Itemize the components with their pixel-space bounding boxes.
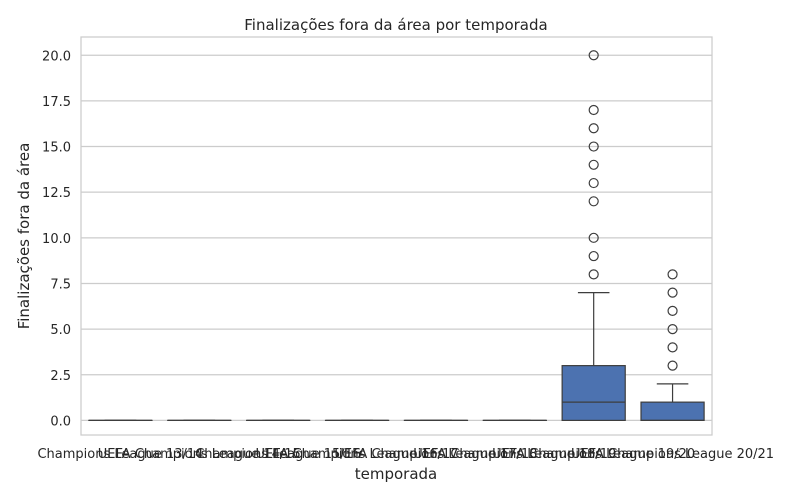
outlier-point: [588, 177, 599, 189]
y-tick-label: 10.0: [42, 232, 71, 247]
outlier-point: [588, 141, 599, 152]
chart-title: Finalizações fora da área por temporada: [244, 16, 547, 34]
box-group: [640, 269, 705, 421]
outlier-point: [588, 50, 599, 61]
x-tick-label: UEFA Champions League 20/21: [571, 447, 774, 462]
outlier-point: [667, 287, 678, 298]
x-tick-label: UEFA Champions League 16/17: [256, 447, 459, 462]
outlier-point: [667, 269, 678, 280]
iqr-box: [640, 401, 705, 421]
x-tick-label: UEFA Champions League 17/18: [334, 447, 537, 462]
outlier-point: [588, 104, 599, 116]
outlier-point: [588, 196, 599, 207]
y-tick-label: 5.0: [50, 323, 71, 338]
x-axis-label: temporada: [355, 465, 438, 483]
outlier-point: [588, 232, 599, 243]
iqr-box: [561, 365, 626, 421]
x-tick-label: UEFA Champions League 14/15: [98, 447, 301, 462]
y-tick-label: 15.0: [42, 141, 71, 156]
x-tick-label: UEFA Champions League 18/19: [413, 447, 616, 462]
y-tick-label: 2.5: [50, 369, 71, 384]
x-tick-label: Champions League 13/14: [37, 447, 203, 462]
x-tick-label: UEFA Champions League 19/20: [492, 447, 695, 462]
x-tick-label: Champions League 15/16: [195, 447, 361, 462]
y-tick-label: 7.5: [50, 277, 71, 292]
y-axis-label: Finalizações fora da área: [15, 143, 33, 330]
outlier-point: [588, 123, 599, 134]
box-group: [561, 50, 626, 421]
outlier-point: [667, 360, 678, 371]
y-tick-label: 17.5: [42, 95, 71, 110]
outlier-point: [667, 342, 678, 353]
boxes: [88, 50, 705, 422]
outlier-point: [588, 159, 599, 170]
outlier-point: [588, 269, 599, 280]
y-tick-label: 12.5: [42, 186, 71, 201]
y-tick-label: 20.0: [42, 49, 71, 64]
outlier-point: [588, 250, 599, 262]
outlier-point: [667, 305, 678, 316]
outlier-point: [667, 324, 678, 335]
y-tick-label: 0.0: [50, 414, 71, 429]
y-tick-labels: 0.0 2.5 5.0 7.5 10.0 12.5 15.0 17.5 20.0: [42, 49, 71, 429]
